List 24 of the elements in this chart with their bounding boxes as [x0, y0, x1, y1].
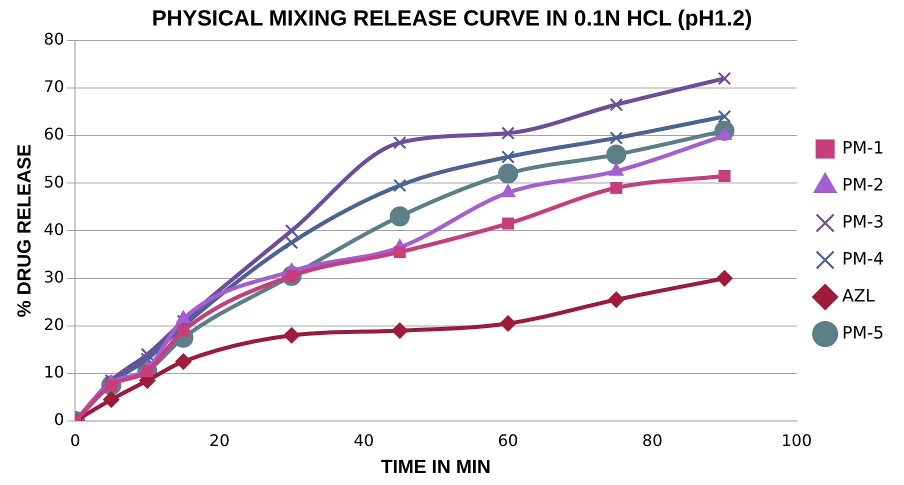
y-tick-label: 20 [44, 315, 64, 334]
y-tick-label: 80 [44, 30, 64, 49]
y-tick-label: 0 [54, 410, 64, 430]
x-tick-label: 100 [781, 430, 812, 450]
y-tick-label: 50 [44, 172, 64, 192]
y-tick-label: 40 [44, 220, 64, 239]
legend-label: PM-1 [842, 138, 884, 158]
x-tick-label: 60 [498, 430, 518, 450]
legend-label: PM-5 [842, 323, 884, 344]
x-axis-title: TIME IN MIN [381, 456, 491, 478]
x-tick-label: 80 [642, 430, 663, 450]
y-tick-label: 30 [44, 267, 64, 286]
legend-label: PM-2 [842, 175, 884, 196]
chart-title: PHYSICAL MIXING RELEASE CURVE IN 0.1N HCL (pH1.2) [152, 5, 752, 30]
x-tick-label: 40 [354, 430, 374, 450]
y-tick-label: 70 [44, 77, 64, 96]
x-tick-label: 20 [209, 430, 230, 450]
y-axis-title: % DRUG RELEASE [14, 144, 36, 318]
y-tick-label: 60 [44, 124, 64, 144]
legend-label: PM-3 [842, 212, 884, 232]
y-tick-label: 10 [44, 362, 64, 382]
x-tick-label: 0 [70, 430, 80, 450]
legend-label: AZL [842, 286, 876, 306]
legend-label: PM-4 [842, 249, 884, 270]
